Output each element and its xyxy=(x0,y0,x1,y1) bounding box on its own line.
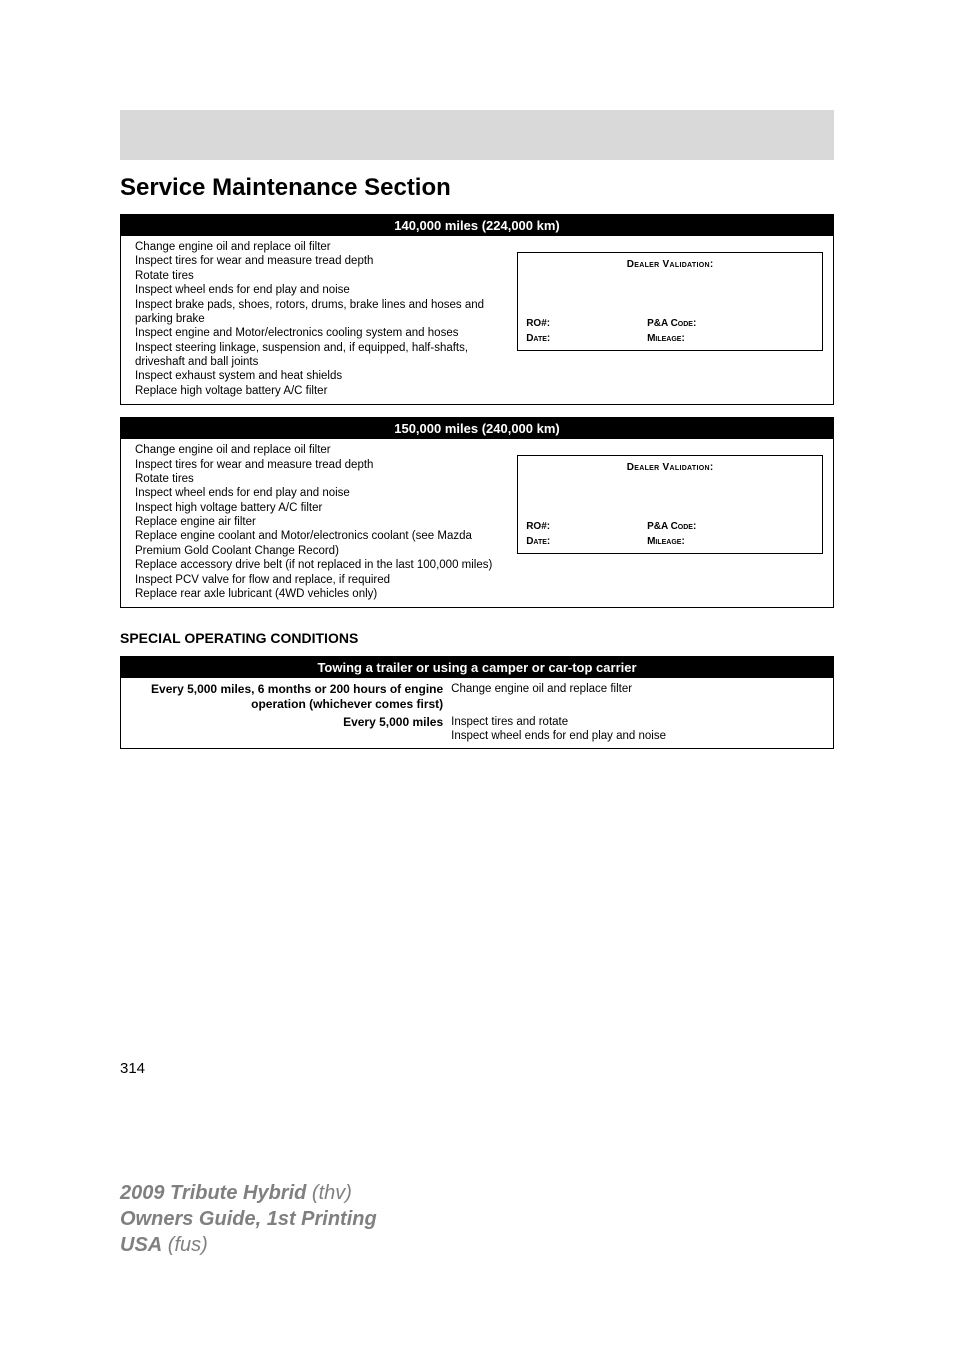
task-item: Inspect wheel ends for end play and nois… xyxy=(135,283,505,297)
towing-interval-label: Every 5,000 miles xyxy=(129,715,449,744)
task-list: Change engine oil and replace oil filter… xyxy=(135,240,513,398)
interval-header: 140,000 miles (224,000 km) xyxy=(121,215,833,236)
task-item: Replace engine air filter xyxy=(135,515,505,529)
footer-line-1: 2009 Tribute Hybrid (thv) xyxy=(120,1180,377,1206)
dealer-validation-box: Dealer Validation: RO#: P&A Code: Date: … xyxy=(517,455,823,554)
footer-model: 2009 Tribute Hybrid xyxy=(120,1182,306,1204)
task-item: Change engine oil and replace oil filter xyxy=(135,240,505,254)
validation-column: Dealer Validation: RO#: P&A Code: Date: … xyxy=(513,443,823,601)
towing-action: Change engine oil and replace filter xyxy=(449,682,825,711)
footer-region-code: (fus) xyxy=(162,1234,208,1256)
towing-row: Every 5,000 miles Inspect tires and rota… xyxy=(121,715,833,748)
task-item: Inspect wheel ends for end play and nois… xyxy=(135,486,505,500)
ro-label: RO#: xyxy=(526,521,647,532)
task-item: Rotate tires xyxy=(135,269,505,283)
task-item: Inspect tires for wear and measure tread… xyxy=(135,458,505,472)
pa-code-label: P&A Code: xyxy=(647,521,696,532)
footer-guide: Owners Guide, 1st Printing xyxy=(120,1206,377,1232)
towing-action: Inspect tires and rotate Inspect wheel e… xyxy=(449,715,825,744)
task-item: Replace engine coolant and Motor/electro… xyxy=(135,529,505,558)
task-item: Inspect PCV valve for flow and replace, … xyxy=(135,573,505,587)
task-list: Change engine oil and replace oil filter… xyxy=(135,443,513,601)
interval-body: Change engine oil and replace oil filter… xyxy=(121,439,833,607)
task-item: Inspect tires for wear and measure tread… xyxy=(135,254,505,268)
footer-line-3: USA (fus) xyxy=(120,1232,377,1258)
towing-interval-label: Every 5,000 miles, 6 months or 200 hours… xyxy=(129,682,449,711)
date-label: Date: xyxy=(526,333,647,344)
validation-column: Dealer Validation: RO#: P&A Code: Date: … xyxy=(513,240,823,398)
date-label: Date: xyxy=(526,536,647,547)
towing-action-line: Inspect wheel ends for end play and nois… xyxy=(451,729,825,743)
validation-row: Date: Mileage: xyxy=(526,536,814,547)
validation-title: Dealer Validation: xyxy=(526,462,814,473)
mileage-label: Mileage: xyxy=(647,333,685,344)
interval-body: Change engine oil and replace oil filter… xyxy=(121,236,833,404)
task-item: Rotate tires xyxy=(135,472,505,486)
interval-box-140k: 140,000 miles (224,000 km) Change engine… xyxy=(120,214,834,405)
task-item: Inspect engine and Motor/electronics coo… xyxy=(135,326,505,340)
footer-model-code: (thv) xyxy=(306,1182,352,1204)
interval-box-150k: 150,000 miles (240,000 km) Change engine… xyxy=(120,417,834,608)
interval-header: 150,000 miles (240,000 km) xyxy=(121,418,833,439)
section-title: Service Maintenance Section xyxy=(120,174,834,202)
validation-row: Date: Mileage: xyxy=(526,333,814,344)
page-number: 314 xyxy=(120,1060,145,1077)
task-item: Replace high voltage battery A/C filter xyxy=(135,384,505,398)
special-conditions-heading: SPECIAL OPERATING CONDITIONS xyxy=(120,630,834,646)
towing-box: Towing a trailer or using a camper or ca… xyxy=(120,656,834,749)
towing-header: Towing a trailer or using a camper or ca… xyxy=(121,657,833,678)
ro-label: RO#: xyxy=(526,318,647,329)
pa-code-label: P&A Code: xyxy=(647,318,696,329)
footer: 2009 Tribute Hybrid (thv) Owners Guide, … xyxy=(120,1180,377,1258)
top-gray-banner xyxy=(120,110,834,160)
mileage-label: Mileage: xyxy=(647,536,685,547)
validation-row: RO#: P&A Code: xyxy=(526,318,814,329)
task-item: Replace rear axle lubricant (4WD vehicle… xyxy=(135,587,505,601)
towing-action-line: Inspect tires and rotate xyxy=(451,715,825,729)
validation-row: RO#: P&A Code: xyxy=(526,521,814,532)
dealer-validation-box: Dealer Validation: RO#: P&A Code: Date: … xyxy=(517,252,823,351)
task-item: Inspect brake pads, shoes, rotors, drums… xyxy=(135,298,505,327)
validation-title: Dealer Validation: xyxy=(526,259,814,270)
footer-region: USA xyxy=(120,1234,162,1256)
task-item: Replace accessory drive belt (if not rep… xyxy=(135,558,505,572)
task-item: Inspect steering linkage, suspension and… xyxy=(135,341,505,370)
task-item: Change engine oil and replace oil filter xyxy=(135,443,505,457)
towing-row: Every 5,000 miles, 6 months or 200 hours… xyxy=(121,678,833,715)
task-item: Inspect high voltage battery A/C filter xyxy=(135,501,505,515)
task-item: Inspect exhaust system and heat shields xyxy=(135,369,505,383)
